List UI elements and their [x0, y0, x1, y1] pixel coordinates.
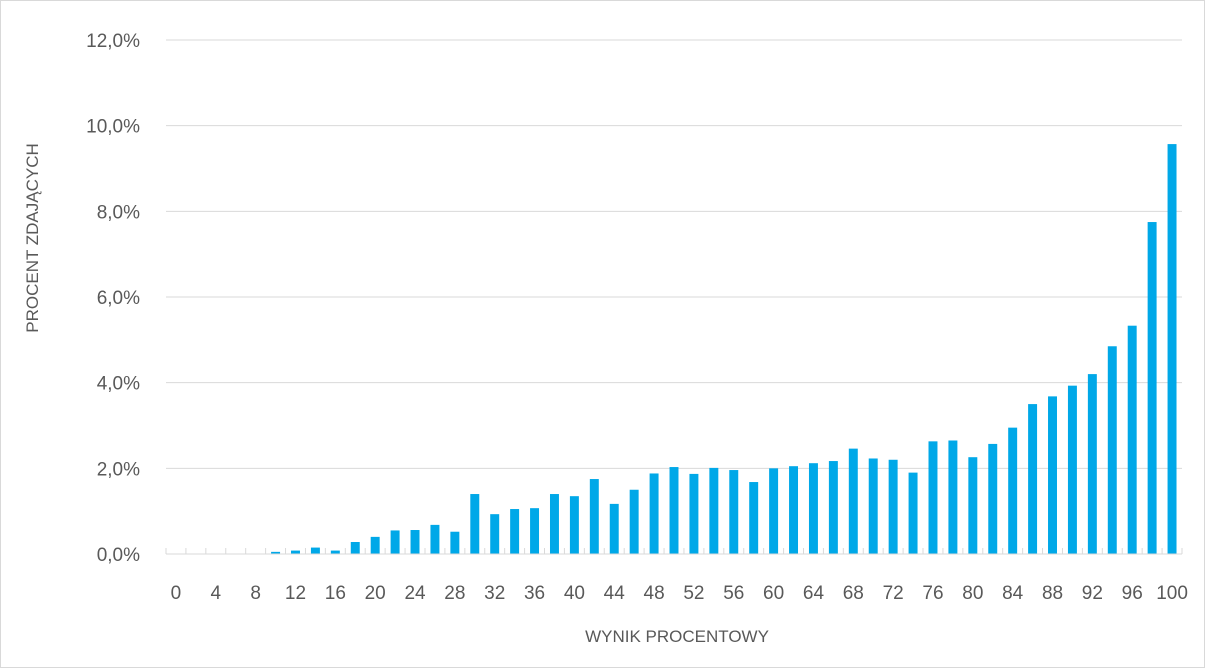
bar	[828, 461, 838, 554]
bar	[470, 494, 480, 554]
x-tick-label: 60	[763, 583, 784, 604]
bar	[330, 550, 340, 554]
bar	[888, 459, 898, 554]
bar	[370, 536, 380, 554]
bar	[808, 463, 818, 554]
x-tick-label: 68	[843, 583, 864, 604]
bar	[629, 489, 639, 554]
bar	[928, 441, 938, 554]
bar	[1048, 396, 1057, 554]
x-tick-labels: 0 4 8 12 16 20 24 28 32 36 40 44 48 52 56 60 64 68 72 76 80 8…	[171, 583, 1188, 604]
bar	[968, 457, 978, 554]
bar	[709, 467, 719, 554]
y-tick-label: 10,0%	[86, 117, 140, 138]
bar	[1067, 385, 1077, 554]
bar	[1167, 144, 1177, 554]
x-tick-label: 80	[962, 583, 983, 604]
bar	[868, 458, 878, 554]
bar	[689, 473, 699, 554]
x-tick-label: 8	[250, 583, 261, 604]
x-tick-label: 24	[404, 583, 426, 604]
bar	[769, 468, 779, 554]
bar	[609, 503, 619, 554]
bar	[729, 470, 739, 554]
x-tick-label: 56	[723, 583, 744, 604]
bar	[390, 530, 400, 554]
x-tick-label: 28	[444, 583, 465, 604]
bar	[1107, 346, 1117, 554]
y-tick-label: 8,0%	[97, 202, 140, 223]
x-tick-label: 48	[644, 583, 665, 604]
bar	[649, 473, 659, 554]
bar	[530, 508, 540, 554]
bar	[1087, 374, 1097, 554]
bars	[271, 144, 1177, 554]
bar	[1147, 222, 1157, 554]
y-axis-title: PROCENT ZDAJĄCYCH	[23, 143, 42, 333]
x-tick-label: 16	[325, 583, 346, 604]
bar	[1008, 427, 1018, 554]
x-tick-label: 88	[1042, 583, 1063, 604]
x-tick-label: 64	[803, 583, 825, 604]
x-tick-label: 32	[484, 583, 505, 604]
y-tick-label: 4,0%	[97, 374, 140, 395]
x-axis-title: WYNIK PROCENTOWY	[585, 627, 769, 646]
bar	[310, 547, 320, 554]
x-tick-label: 20	[365, 583, 386, 604]
bar	[988, 443, 998, 554]
bar	[450, 531, 460, 554]
x-tick-label: 4	[211, 583, 222, 604]
y-tick-label: 2,0%	[97, 459, 140, 480]
x-tick-label: 72	[883, 583, 904, 604]
bar	[350, 542, 360, 554]
x-tick-label: 76	[922, 583, 943, 604]
bar	[669, 467, 679, 554]
bar	[549, 494, 559, 554]
x-tick-label: 92	[1082, 583, 1103, 604]
x-tick-label: 40	[564, 583, 585, 604]
y-tick-label: 0,0%	[97, 545, 140, 566]
x-tick-label: 84	[1002, 583, 1024, 604]
x-tick-label: 12	[285, 583, 306, 604]
x-axis-line	[165, 548, 1183, 555]
bar	[1028, 404, 1038, 554]
bar	[569, 496, 579, 554]
x-tick-label: 0	[171, 583, 182, 604]
x-tick-label: 52	[683, 583, 704, 604]
x-tick-label: 44	[604, 583, 626, 604]
bar	[510, 509, 520, 554]
bar	[1127, 325, 1137, 554]
y-tick-labels: 0,0% 2,0% 4,0% 6,0% 8,0% 10,0% 12,0%	[86, 31, 140, 566]
bar	[948, 440, 958, 554]
bar	[291, 550, 300, 554]
bar	[430, 524, 440, 554]
y-tick-label: 6,0%	[97, 288, 140, 309]
y-tick-label: 12,0%	[86, 31, 140, 52]
bar	[271, 551, 281, 554]
bar	[490, 514, 500, 554]
bar	[908, 472, 918, 554]
x-tick-label: 36	[524, 583, 545, 604]
x-tick-label: 100	[1156, 583, 1188, 604]
bar	[848, 448, 858, 554]
bar	[589, 479, 599, 554]
bar	[410, 530, 420, 554]
bar	[749, 482, 759, 554]
bar	[789, 466, 799, 554]
x-tick-label: 96	[1122, 583, 1143, 604]
